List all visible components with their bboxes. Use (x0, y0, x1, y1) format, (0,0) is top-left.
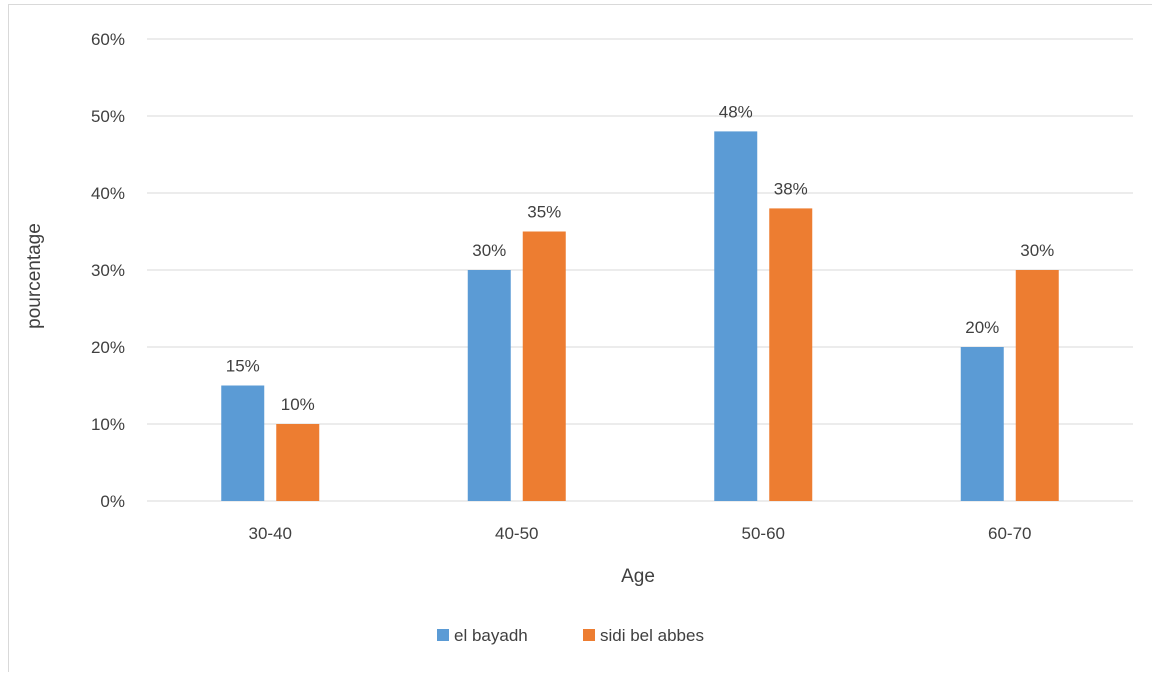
y-tick-label: 50% (91, 107, 125, 126)
data-label: 10% (281, 395, 315, 414)
legend-label: el bayadh (454, 626, 528, 645)
bar-el-bayadh-50-60 (714, 131, 758, 501)
bar-el-bayadh-60-70 (960, 347, 1004, 501)
x-axis-ticks: 30-40 40-50 50-60 60-70 (249, 524, 1032, 543)
x-tick-label: 50-60 (742, 524, 785, 543)
y-axis-ticks: 0% 10% 20% 30% 40% 50% 60% (91, 30, 125, 511)
legend-label: sidi bel abbes (600, 626, 704, 645)
y-tick-label: 60% (91, 30, 125, 49)
data-label: 35% (527, 203, 561, 222)
bar-el-bayadh-40-50 (467, 270, 511, 501)
y-tick-label: 0% (100, 492, 125, 511)
data-labels: 15% 10% 30% 35% 48% 38% 20% 30% (226, 102, 1055, 414)
data-label: 30% (1020, 241, 1054, 260)
bar-sidi-bel-abbes-60-70 (1015, 270, 1059, 501)
data-label: 48% (719, 102, 753, 121)
y-tick-label: 10% (91, 415, 125, 434)
y-axis-title: pourcentage (24, 223, 45, 329)
bar-chart: 0% 10% 20% 30% 40% 50% 60% 15% 10% 30% 35% 48% 38% 2… (24, 30, 1133, 645)
chart-frame: 0% 10% 20% 30% 40% 50% 60% 15% 10% 30% 35% 48% 38% 2… (8, 4, 1152, 672)
bar-sidi-bel-abbes-40-50 (522, 231, 566, 501)
legend-swatch (583, 629, 595, 641)
bar-sidi-bel-abbes-50-60 (769, 208, 813, 501)
bar-sidi-bel-abbes-30-40 (276, 424, 320, 501)
y-tick-label: 40% (91, 184, 125, 203)
x-axis-title: Age (621, 566, 655, 587)
x-tick-label: 30-40 (249, 524, 292, 543)
bar-el-bayadh-30-40 (221, 385, 265, 501)
data-label: 30% (472, 241, 506, 260)
y-tick-label: 30% (91, 261, 125, 280)
bars (221, 131, 1059, 501)
data-label: 20% (965, 318, 999, 337)
x-tick-label: 60-70 (988, 524, 1031, 543)
legend: el bayadh sidi bel abbes (437, 626, 704, 645)
legend-swatch (437, 629, 449, 641)
data-label: 15% (226, 357, 260, 376)
data-label: 38% (774, 179, 808, 198)
y-tick-label: 20% (91, 338, 125, 357)
x-tick-label: 40-50 (495, 524, 538, 543)
